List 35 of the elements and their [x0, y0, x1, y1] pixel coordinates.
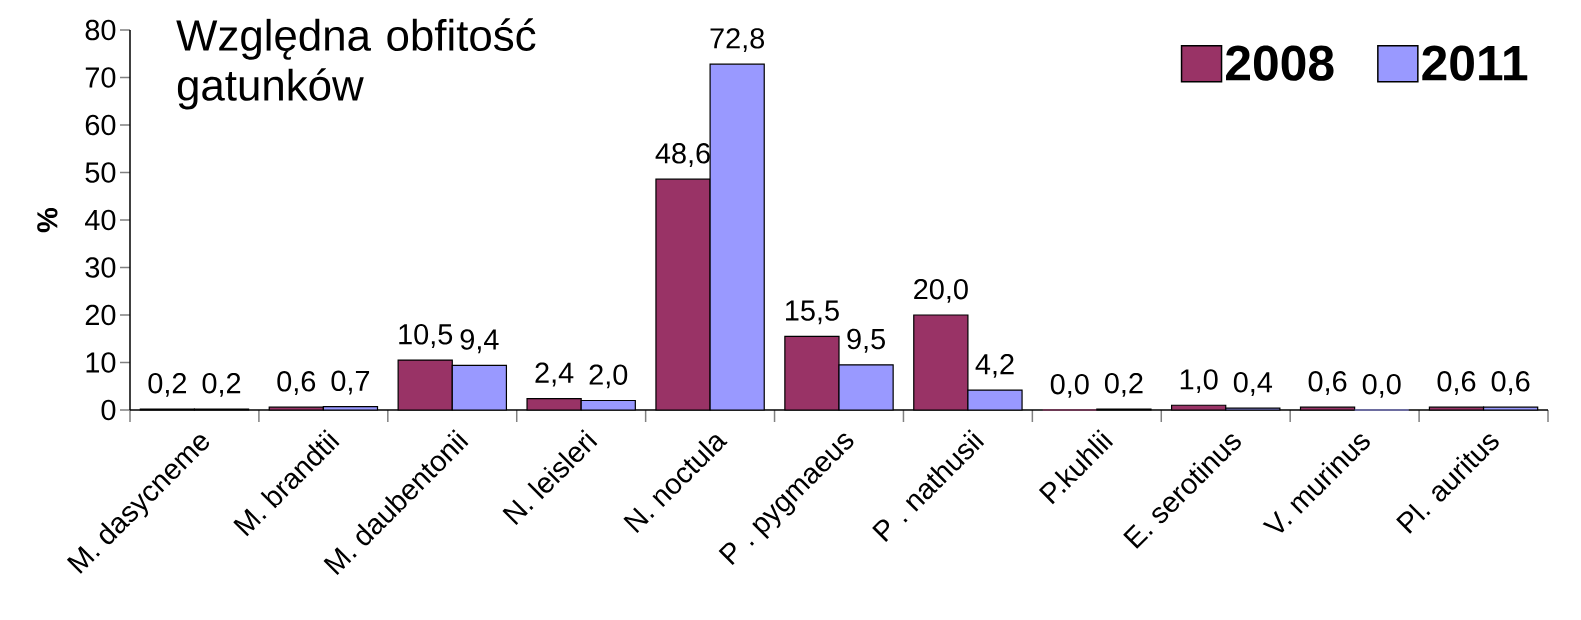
legend-label: 2008: [1226, 45, 1334, 81]
y-tick-label: 40: [85, 209, 116, 231]
data-label: 0,0: [1362, 373, 1401, 398]
data-label: 48,6: [655, 143, 710, 167]
y-tick-label: 60: [85, 114, 116, 136]
y-axis-title: %: [37, 207, 58, 233]
y-tick-label: 50: [85, 162, 116, 183]
data-label: 0,6: [1437, 371, 1476, 395]
data-label: 72,8: [710, 28, 765, 53]
data-label: 0,6: [1491, 371, 1530, 395]
data-label: 0,0: [1050, 373, 1089, 398]
y-tick-label: 10: [86, 352, 116, 373]
legend-label: 2011: [1422, 45, 1528, 81]
data-label: 0,6: [277, 371, 316, 395]
data-label: 2,4: [535, 362, 574, 387]
data-label: 0,2: [202, 372, 241, 397]
data-label: 9,5: [847, 328, 885, 353]
data-label: 0,7: [331, 370, 370, 395]
data-label: 4,2: [975, 353, 1014, 378]
data-label: 1,0: [1180, 369, 1218, 394]
data-label: 0,6: [1308, 371, 1347, 395]
chart-title: Względna obfitość gatunków: [176, 18, 536, 110]
data-label: 0,2: [1104, 372, 1143, 397]
data-label: 0,4: [1233, 372, 1273, 396]
data-label: 10,5: [399, 324, 453, 348]
data-label: 20,0: [914, 278, 968, 303]
data-label: 15,5: [786, 300, 839, 325]
y-tick-label: 30: [85, 257, 116, 278]
y-tick-label: 80: [85, 19, 116, 41]
data-label: 0,2: [148, 372, 187, 397]
data-label: 9,4: [460, 329, 499, 354]
y-tick-label: 0: [101, 399, 116, 421]
data-label: 2,0: [589, 364, 628, 389]
y-tick-label: 20: [85, 304, 116, 326]
y-tick-label: 70: [85, 67, 116, 88]
